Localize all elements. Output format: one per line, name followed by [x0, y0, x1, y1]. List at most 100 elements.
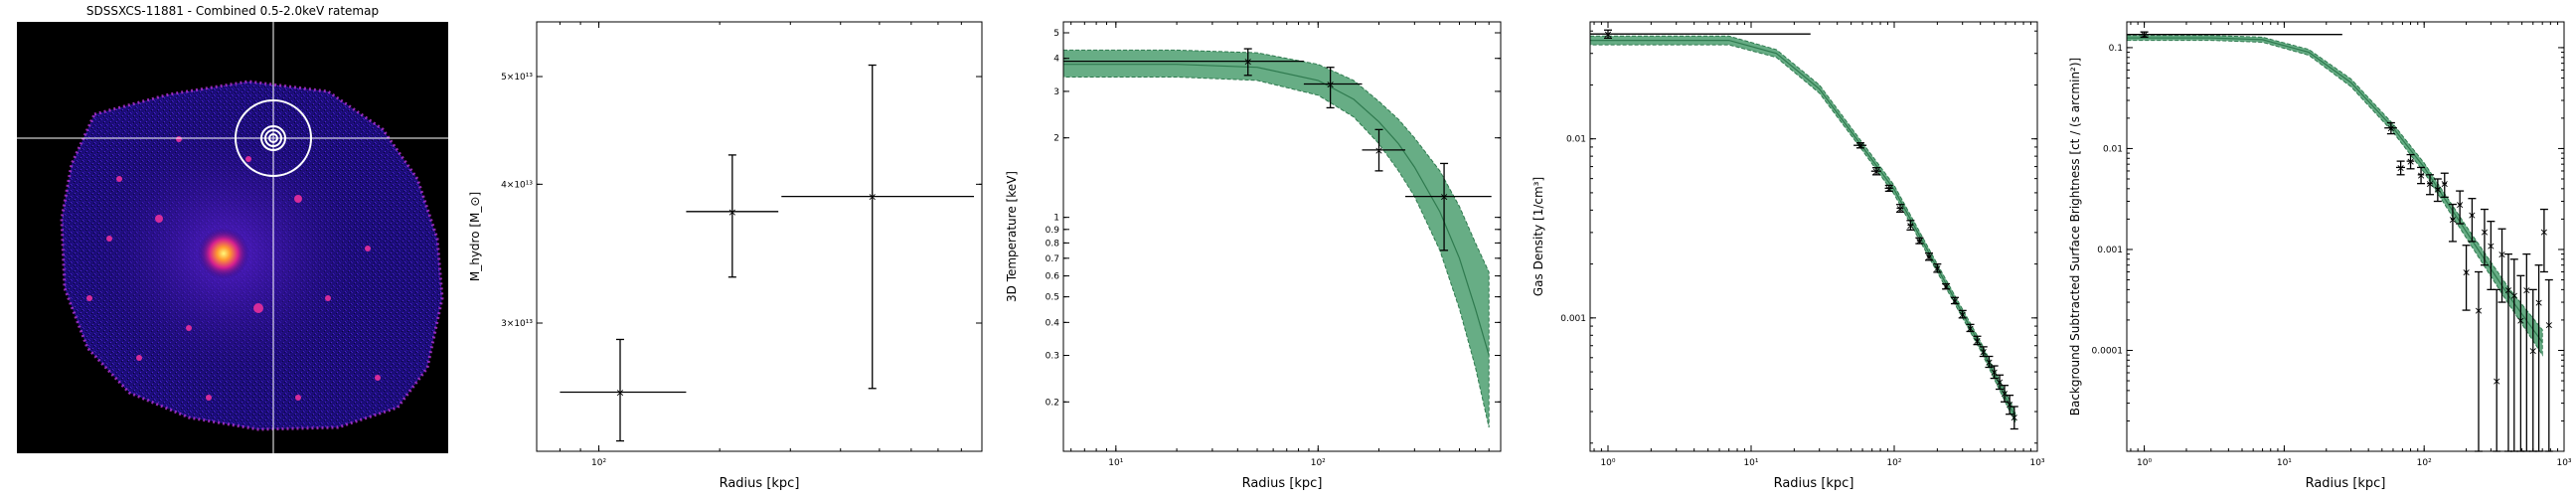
data-point-10: × — [1941, 280, 1950, 293]
aperture-rings — [235, 99, 312, 177]
data-point-23: × — [2534, 264, 2543, 452]
y-axis-label: Gas Density [1/cm³] — [1531, 177, 1545, 296]
point-marker: × — [2497, 249, 2506, 261]
data-point-8: × — [1924, 250, 1933, 263]
point-marker: × — [2544, 319, 2553, 332]
point-marker: × — [1985, 356, 1994, 369]
ratemap-point-sources — [86, 136, 381, 401]
data-point-17: × — [2497, 228, 2506, 303]
y-tick-label: 0.3 — [1046, 352, 1059, 362]
point-marker: × — [2480, 226, 2489, 239]
y-tick-label: 0.6 — [1046, 272, 1060, 282]
point-marker: × — [727, 206, 736, 219]
data-point-2: × — [1303, 67, 1363, 109]
y-tick-label: 0.001 — [2097, 246, 2123, 255]
point-marker: × — [2539, 226, 2548, 239]
point-marker: × — [1906, 219, 1915, 232]
data-point-9: × — [1933, 262, 1942, 275]
point-marker: × — [2509, 289, 2518, 302]
point-marker: × — [2493, 375, 2501, 388]
y-axis-label: M_hydro [M_⊙] — [468, 192, 482, 281]
density-chart: ×××××××××××××××××××××10⁰ 10¹ 10² 10³0.0010.… — [1531, 21, 2045, 491]
data-point-2: × — [686, 154, 779, 278]
x-axis-label: Radius [kpc] — [720, 476, 800, 491]
point-marker: × — [1950, 294, 1959, 307]
point-marker: × — [1990, 366, 1999, 379]
temperature-chart: × × × × 10¹ 10² 0.2 0.3 0.4 0.5 0.6 0.7 0.8 0.9 1 2 3 4 5 R… — [1005, 21, 1502, 491]
data-point-14: × — [2480, 208, 2490, 266]
model-band — [1062, 49, 1490, 428]
ratemap-core — [198, 228, 249, 279]
data-point-8: × — [2440, 172, 2449, 198]
x-tick-label: 10³ — [2029, 458, 2044, 468]
data-point-2: × — [1853, 139, 1867, 152]
point-marker: × — [1966, 322, 1975, 335]
data-point-19: × — [2000, 385, 2010, 403]
plot-frame — [1589, 21, 2038, 452]
data-point-5: × — [2416, 166, 2426, 185]
point-marker: × — [615, 386, 624, 399]
point-marker: × — [2522, 283, 2531, 296]
x-tick-label: 10² — [1886, 458, 1901, 468]
y-axis-label: Background Subtracted Surface Brightness… — [2068, 58, 2082, 416]
point-marker: × — [1915, 235, 1924, 248]
point-marker: × — [1958, 308, 1967, 321]
y-tick-label: 3 — [1053, 87, 1059, 97]
data-point-12: × — [1958, 308, 1967, 321]
point-marker: × — [2516, 314, 2525, 327]
data-point-3: × — [1362, 128, 1406, 172]
point-marker: × — [2487, 240, 2496, 252]
data-point-11: × — [2462, 245, 2471, 311]
y-tick-label: 3×10¹³ — [501, 319, 533, 329]
point-marker: × — [2010, 411, 2018, 423]
data-point-1: × — [560, 338, 687, 442]
point-marker: × — [2503, 283, 2512, 296]
model-line — [2127, 37, 2543, 343]
data-point-24: × — [2539, 208, 2549, 273]
model-line — [1063, 64, 1490, 356]
model-band — [1589, 35, 2016, 423]
data-point-12: × — [2468, 198, 2477, 243]
point-marker: × — [1374, 144, 1383, 157]
data-point-18: × — [1995, 374, 2005, 391]
y-tick-label: 2 — [1053, 134, 1059, 144]
point-marker: × — [2406, 155, 2415, 168]
data-point-17: × — [1990, 365, 1999, 380]
point-marker: × — [1603, 28, 1612, 41]
point-marker: × — [1973, 334, 1982, 347]
y-axis-label: 3D Temperature [keV] — [1005, 171, 1019, 302]
x-tick-label: 10¹ — [1108, 458, 1123, 468]
x-tick-label: 10³ — [2556, 458, 2571, 468]
point-marker: × — [868, 191, 877, 204]
point-marker: × — [1933, 262, 1942, 275]
point-marker: × — [1326, 78, 1335, 90]
y-tick-label: 0.7 — [1046, 254, 1059, 264]
data-point-1: × — [1590, 28, 1811, 41]
point-marker: × — [1995, 376, 2004, 389]
data-point-6: × — [2425, 174, 2435, 196]
data-point-3: × — [1870, 165, 1881, 178]
y-tick-label: 5×10¹³ — [501, 73, 533, 83]
data-point-13: × — [2474, 270, 2484, 452]
y-tick-label: 0.4 — [1046, 318, 1060, 328]
point-marker: × — [2386, 122, 2395, 135]
x-tick-label: 10¹ — [2277, 458, 2292, 468]
point-marker: × — [1439, 191, 1448, 204]
point-marker: × — [1941, 280, 1950, 293]
y-tick-label: 5 — [1053, 29, 1059, 39]
y-tick-label: 1 — [1053, 214, 1059, 224]
data-point-21: × — [2010, 406, 2018, 430]
model-band — [2126, 35, 2543, 357]
point-marker: × — [2468, 209, 2477, 222]
data-point-16: × — [1985, 356, 1994, 369]
point-marker: × — [1243, 56, 1252, 69]
data-point-3: × — [781, 64, 975, 390]
data-point-7: × — [1915, 235, 1924, 248]
x-axis-label: Radius [kpc] — [1242, 476, 1323, 491]
point-marker: × — [2462, 265, 2471, 278]
data-point-1: × — [2127, 29, 2342, 42]
point-marker: × — [2416, 169, 2425, 182]
y-tick-label: 0.2 — [1046, 398, 1059, 408]
data-point-4: × — [2406, 153, 2415, 170]
